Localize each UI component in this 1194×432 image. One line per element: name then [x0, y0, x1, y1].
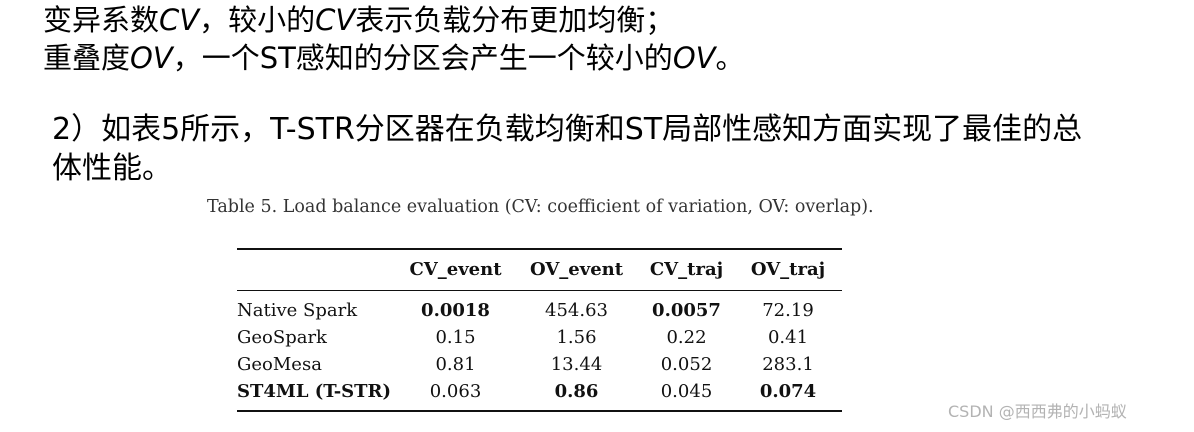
- text-segment: ，一个ST感知的分区会产生一个较小的: [172, 41, 673, 75]
- row-label: Native Spark: [237, 300, 358, 321]
- table-cell: 0.86: [554, 381, 599, 402]
- text-segment: 表示负载分布更加均衡；: [355, 3, 675, 37]
- header-cell: CV_event: [409, 259, 502, 280]
- text-line-1: 变异系数CV，较小的CV表示负载分布更加均衡；: [43, 2, 674, 38]
- row-label: ST4ML (T-STR): [237, 381, 392, 402]
- table-cell: 0.22: [666, 327, 707, 348]
- table-row: GeoMesa 0.81 13.44 0.052 283.1: [237, 351, 842, 378]
- results-table: CV_event OV_event CV_traj OV_traj Native…: [237, 248, 842, 405]
- table-cell: 0.063: [429, 381, 482, 402]
- table-cell: 72.19: [762, 300, 814, 321]
- table-cell: 0.0057: [652, 300, 721, 321]
- text-segment: 变异系数: [43, 3, 160, 37]
- table-cell: 0.41: [767, 327, 809, 348]
- table-top-rule: [237, 248, 842, 250]
- row-label: GeoMesa: [237, 354, 322, 375]
- table-cell: 0.81: [435, 354, 476, 375]
- text-line-3: 2）如表5所示，T-STR分区器在负载均衡和ST局部性感知方面实现了最佳的总: [52, 112, 1083, 147]
- table-caption: Table 5. Load balance evaluation (CV: co…: [207, 197, 874, 217]
- ov-term: OV: [130, 41, 173, 75]
- table-row: ST4ML (T-STR) 0.063 0.86 0.045 0.074: [237, 378, 842, 405]
- table-cell: 13.44: [550, 354, 603, 375]
- table-row: Native Spark 0.0018 454.63 0.0057 72.19: [237, 291, 842, 324]
- header-cell: CV_traj: [649, 259, 724, 280]
- watermark: CSDN @西西弗的小蚂蚁: [948, 402, 1127, 421]
- table-cell: 0.045: [660, 381, 713, 402]
- table-row: GeoSpark 0.15 1.56 0.22 0.41: [237, 324, 842, 351]
- text-segment: 。: [715, 41, 745, 75]
- text-line-2: 重叠度OV，一个ST感知的分区会产生一个较小的OV。: [43, 40, 745, 76]
- table-cell: 0.15: [435, 327, 476, 348]
- text-line-4: 体性能。: [52, 151, 172, 186]
- table-cell: 0.074: [759, 381, 817, 402]
- text-segment: ，较小的: [199, 3, 316, 37]
- row-label: GeoSpark: [237, 327, 327, 348]
- table-cell: 0.052: [660, 354, 713, 375]
- table-cell: 454.63: [545, 300, 608, 321]
- table-cell: 0.0018: [421, 300, 490, 321]
- table-bottom-rule: [237, 410, 842, 412]
- table-mid-rule: [237, 290, 842, 291]
- cv-term: CV: [159, 3, 200, 37]
- header-cell: OV_event: [529, 259, 624, 280]
- cv-term: CV: [315, 3, 356, 37]
- ov-term: OV: [672, 41, 716, 75]
- table-cell: 283.1: [762, 354, 814, 375]
- table-cell: 1.56: [556, 327, 597, 348]
- text-segment: 重叠度: [43, 41, 131, 75]
- header-cell: [237, 248, 397, 291]
- header-cell: OV_traj: [750, 259, 826, 280]
- table-header-row: CV_event OV_event CV_traj OV_traj: [237, 248, 842, 291]
